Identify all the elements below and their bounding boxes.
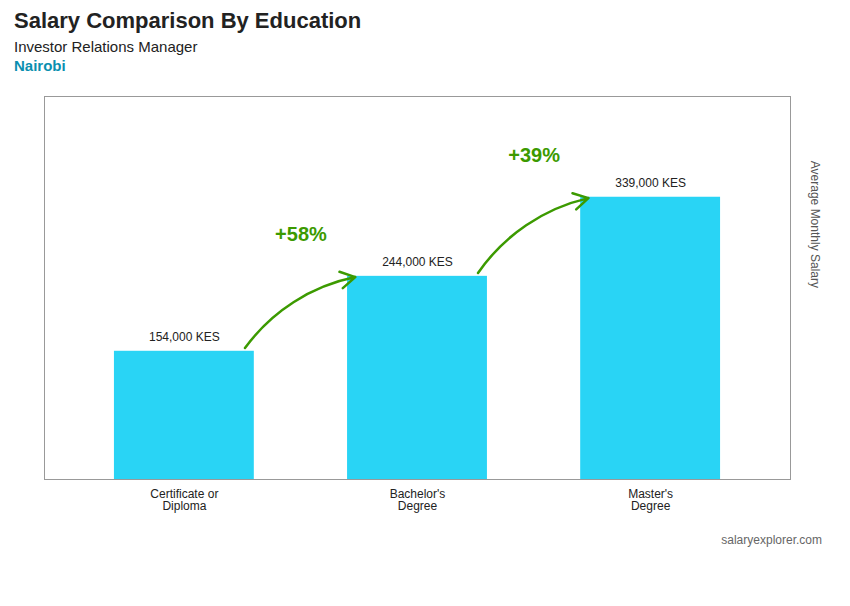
html-text:salaryexplorer.com: salaryexplorer.com <box>721 533 822 547</box>
svg-text:Master'sDegree: Master'sDegree <box>628 487 673 513</box>
html-text:Investor Relations Manager: Investor Relations Manager <box>14 38 198 55</box>
html-text:Salary Comparison By Education: Salary Comparison By Education <box>14 8 362 33</box>
svg-text:Bachelor'sDegree: Bachelor'sDegree <box>390 487 446 513</box>
svg-text:Certificate orDiploma: Certificate orDiploma <box>150 487 218 513</box>
svg-text:244,000 KES: 244,000 KES <box>382 255 453 269</box>
svg-text:Average Monthly Salary: Average Monthly Salary <box>808 161 822 288</box>
svg-text:339,000 KES: 339,000 KES <box>615 176 686 190</box>
html-text:Nairobi: Nairobi <box>14 57 66 74</box>
svg-text:154,000 KES: 154,000 KES <box>149 330 220 344</box>
svg-text:+58%: +58% <box>275 223 327 245</box>
svg-text:+39%: +39% <box>508 144 560 166</box>
